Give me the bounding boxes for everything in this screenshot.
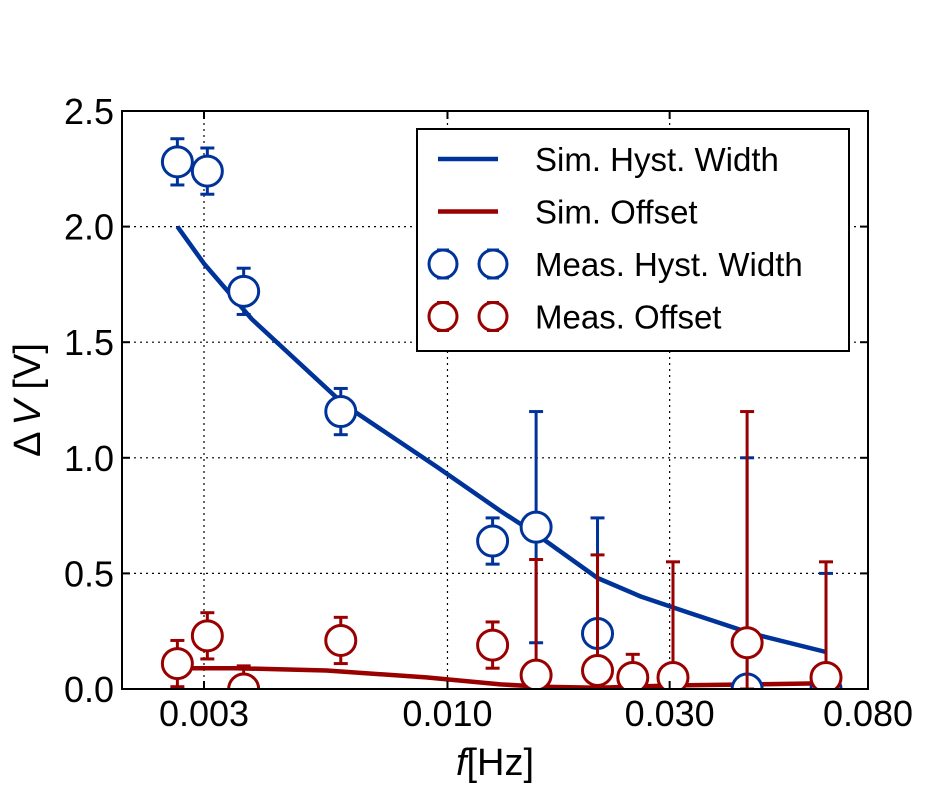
- legend: Sim. Hyst. Width Sim. Offset Meas. Hyst. W…: [416, 128, 850, 352]
- legend-swatch-marker: [427, 248, 459, 280]
- y-tick-label: 2.0: [64, 207, 114, 248]
- y-axis-variable: V: [7, 397, 49, 426]
- legend-swatch-marker: [427, 301, 459, 332]
- legend-swatch-circle: [477, 248, 509, 280]
- data-point-meas-offset: [190, 611, 224, 661]
- marker: [324, 395, 358, 429]
- marker: [227, 274, 261, 308]
- marker: [519, 658, 553, 689]
- x-tick-label: 0.030: [625, 693, 715, 734]
- marker: [476, 524, 510, 558]
- marker: [519, 510, 553, 544]
- marker: [730, 626, 764, 660]
- x-tick-label: 0.080: [823, 693, 913, 734]
- legend-label: Sim. Offset: [535, 194, 698, 231]
- data-point-meas-offset: [476, 620, 510, 670]
- x-axis-variable: f: [456, 742, 470, 784]
- data-point-meas-offset: [324, 615, 358, 666]
- legend-swatch-circle: [427, 248, 459, 280]
- marker: [809, 660, 843, 689]
- data-point-meas-offset: [227, 664, 261, 689]
- y-tick-label: 1.5: [64, 322, 114, 363]
- legend-swatch-circle: [477, 301, 509, 332]
- y-axis-label: ΔV [V]: [7, 343, 49, 457]
- plot-area: [121, 110, 869, 690]
- data-point-meas-offset: [656, 560, 690, 689]
- data-point-meas-hyst-width: [324, 386, 358, 437]
- legend-label: Meas. Offset: [535, 299, 721, 336]
- marker: [227, 672, 261, 689]
- legend-item-sim-offset: Sim. Offset: [438, 194, 698, 231]
- x-tick-label: 0.003: [159, 693, 249, 734]
- data-point-meas-offset: [616, 652, 650, 689]
- data-point-meas-hyst-width: [227, 266, 261, 316]
- series-clip-group: [160, 137, 843, 689]
- marker: [476, 628, 510, 662]
- y-tick-label: 0.5: [64, 553, 114, 594]
- legend-item-meas-hyst-width: Meas. Hyst. Width: [427, 246, 803, 283]
- data-point-meas-hyst-width: [160, 137, 194, 187]
- data-point-meas-hyst-width: [476, 516, 510, 566]
- series-line-sim-offset: [177, 665, 827, 689]
- data-point-meas-offset: [160, 638, 194, 689]
- marker: [656, 660, 690, 689]
- data-point-meas-offset: [730, 410, 764, 689]
- legend-item-meas-offset: Meas. Offset: [427, 299, 721, 336]
- legend-item-sim-hyst-width: Sim. Hyst. Width: [438, 141, 779, 178]
- y-tick-label: 1.0: [64, 438, 114, 479]
- x-axis-unit: [Hz]: [467, 742, 535, 784]
- data-point-meas-offset: [519, 558, 553, 689]
- legend-swatch-marker: [477, 248, 509, 280]
- marker: [190, 619, 224, 653]
- marker: [160, 647, 194, 681]
- series-layer: [160, 137, 843, 689]
- marker: [160, 145, 194, 179]
- y-axis-delta: Δ: [7, 432, 49, 457]
- marker: [581, 654, 615, 688]
- data-point-meas-hyst-width: [190, 146, 224, 196]
- y-tick-label: 0.0: [64, 669, 114, 710]
- legend-label: Sim. Hyst. Width: [535, 141, 779, 178]
- data-point-meas-offset: [809, 560, 843, 689]
- legend-swatch-marker: [477, 301, 509, 332]
- legend-label: Meas. Hyst. Width: [535, 246, 803, 283]
- x-axis-label: f[Hz]: [456, 742, 534, 784]
- y-tick-label: 2.5: [64, 91, 114, 132]
- axis-ticks: 0.003 0.010 0.030 0.080 0.0 0.5 1.0 1.5 2.0 2.5: [64, 91, 913, 734]
- x-tick-label: 0.010: [402, 693, 492, 734]
- marker: [324, 623, 358, 657]
- y-axis-unit: [V]: [7, 343, 49, 400]
- marker: [190, 154, 224, 188]
- legend-swatch-circle: [427, 301, 459, 332]
- marker: [616, 660, 650, 689]
- data-point-meas-offset: [581, 553, 615, 689]
